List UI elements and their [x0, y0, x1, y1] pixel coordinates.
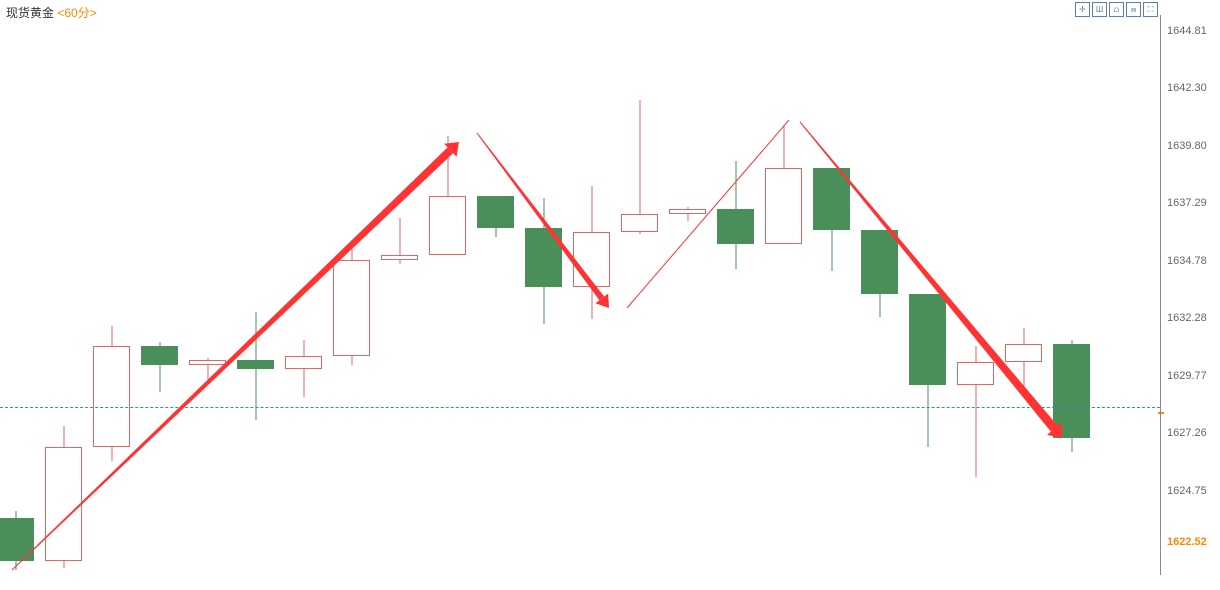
candle [573, 186, 610, 319]
y-label: 1637.29 [1167, 197, 1207, 209]
candle [45, 426, 82, 568]
candle-body [237, 360, 274, 369]
candle-body [957, 362, 994, 385]
candle [717, 161, 754, 268]
candle-body [189, 360, 226, 365]
y-label: 1634.78 [1167, 255, 1207, 267]
candle [813, 168, 850, 271]
candle-body [45, 447, 82, 561]
candle-body [0, 518, 34, 561]
candle [0, 511, 34, 570]
candle [1005, 328, 1042, 387]
candle [189, 358, 226, 381]
candle [477, 196, 514, 237]
candle [141, 342, 178, 392]
reference-line [0, 407, 1160, 408]
y-label: 1624.75 [1167, 485, 1207, 497]
candle-body [1053, 344, 1090, 438]
y-axis: 1644.81 1642.30 1639.80 1637.29 1634.78 1632.… [1160, 15, 1220, 575]
plot-area[interactable] [0, 15, 1160, 575]
y-label: 1629.77 [1167, 370, 1207, 382]
y-label-current: 1622.52 [1167, 536, 1207, 548]
candle [765, 125, 802, 244]
candle-body [285, 356, 322, 370]
y-label: 1627.26 [1167, 427, 1207, 439]
candle [429, 136, 466, 255]
candle-body [93, 346, 130, 447]
candle-body [1005, 344, 1042, 362]
candle-body [477, 196, 514, 228]
candle-body [717, 209, 754, 243]
candle [861, 230, 898, 317]
candle [93, 326, 130, 461]
candle-body [861, 230, 898, 294]
candle [381, 218, 418, 264]
candle [957, 346, 994, 476]
candle-body [573, 232, 610, 287]
candle-body [141, 346, 178, 364]
candle [285, 340, 322, 397]
candle-body [909, 294, 946, 385]
candle [237, 312, 274, 419]
candle [333, 241, 370, 364]
y-label: 1639.80 [1167, 140, 1207, 152]
chart-container: 现货黄金 <60分> ✛ Ш ⩍ ⩎ ⛶ 1644.811642.301639.… [0, 0, 1220, 579]
candle-body [333, 260, 370, 356]
candle [621, 100, 658, 235]
candle [525, 198, 562, 324]
candle-body [621, 214, 658, 232]
y-label: 1642.30 [1167, 82, 1207, 94]
candle-body [669, 209, 706, 214]
candle-body [813, 168, 850, 230]
candle-body [765, 168, 802, 243]
y-label: 1632.28 [1167, 312, 1207, 324]
candle-body [525, 228, 562, 287]
candle [669, 207, 706, 221]
candle [1053, 340, 1090, 452]
candle [909, 294, 946, 447]
y-label: 1644.81 [1167, 25, 1207, 37]
candle-body [381, 255, 418, 260]
candle-body [429, 196, 466, 255]
